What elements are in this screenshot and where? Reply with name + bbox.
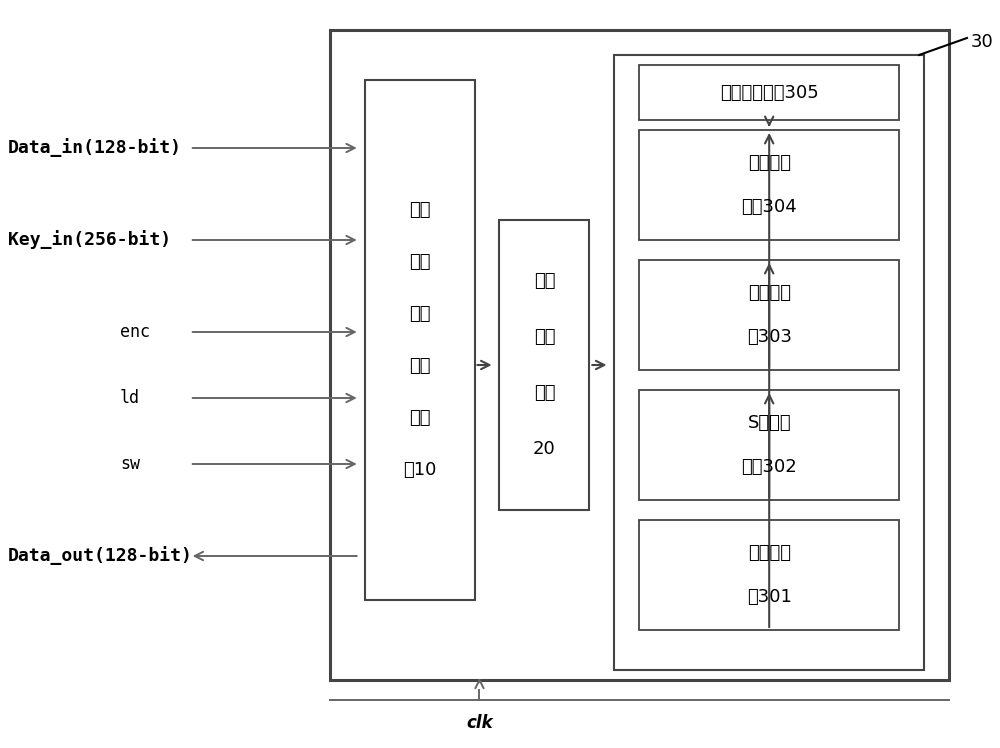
Text: Data_in(128-bit): Data_in(128-bit) [8, 138, 182, 158]
Text: 制信: 制信 [409, 305, 430, 323]
Bar [330, 30, 949, 680]
Text: 模块: 模块 [534, 384, 555, 402]
Bar [639, 390, 899, 500]
Text: 20: 20 [533, 440, 556, 458]
Text: 数据: 数据 [409, 201, 430, 219]
Text: Key_in(256-bit): Key_in(256-bit) [8, 230, 171, 250]
Text: 选择: 选择 [534, 328, 555, 346]
Text: Data_out(128-bit): Data_out(128-bit) [8, 547, 193, 565]
Bar [365, 80, 475, 600]
Text: 行变换模: 行变换模 [748, 544, 791, 562]
Text: 模块302: 模块302 [741, 458, 797, 476]
Bar [639, 65, 899, 120]
Text: clk: clk [466, 714, 493, 732]
Text: S盒变换: S盒变换 [747, 414, 791, 432]
Text: 轮密钥加: 轮密钥加 [748, 154, 791, 172]
Text: 及控: 及控 [409, 253, 430, 271]
Bar [499, 220, 589, 510]
Text: 30: 30 [971, 33, 994, 51]
Text: 密钥拓展模块305: 密钥拓展模块305 [720, 84, 819, 102]
Bar [639, 260, 899, 370]
Text: 块10: 块10 [403, 461, 436, 479]
Text: 模块304: 模块304 [741, 198, 797, 216]
Text: 块301: 块301 [747, 588, 792, 606]
Bar [639, 130, 899, 240]
Text: 块303: 块303 [747, 328, 792, 346]
Bar [614, 55, 924, 670]
Text: ld: ld [120, 389, 140, 407]
Text: enc: enc [120, 323, 150, 341]
Text: 判断: 判断 [534, 272, 555, 290]
Bar [639, 520, 899, 630]
Text: 取模: 取模 [409, 409, 430, 427]
Text: 号读: 号读 [409, 357, 430, 375]
Text: 列混淆模: 列混淆模 [748, 284, 791, 302]
Text: sw: sw [120, 455, 140, 473]
